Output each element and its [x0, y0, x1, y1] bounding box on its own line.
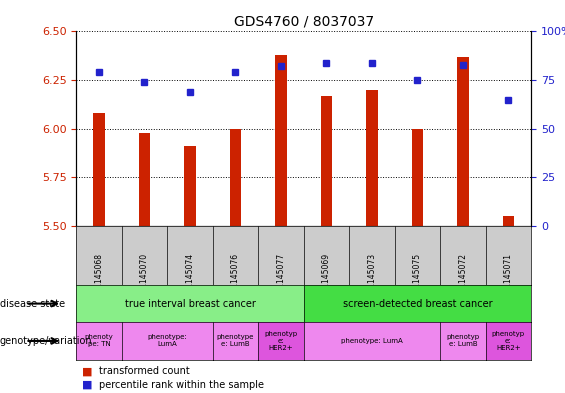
- Text: percentile rank within the sample: percentile rank within the sample: [99, 380, 264, 389]
- Text: GSM1145075: GSM1145075: [413, 252, 422, 304]
- Text: true interval breast cancer: true interval breast cancer: [124, 299, 255, 309]
- Bar: [503, 216, 514, 226]
- Text: transformed count: transformed count: [99, 366, 190, 376]
- Text: GSM1145071: GSM1145071: [504, 252, 513, 303]
- Text: screen-detected breast cancer: screen-detected breast cancer: [342, 299, 492, 309]
- Text: phenotyp
e:
HER2+: phenotyp e: HER2+: [492, 331, 525, 351]
- Text: GSM1145077: GSM1145077: [276, 252, 285, 304]
- Text: disease state: disease state: [0, 299, 65, 309]
- Text: GSM1145070: GSM1145070: [140, 252, 149, 304]
- Text: ■: ■: [82, 380, 93, 389]
- Bar: [412, 129, 423, 226]
- Text: genotype/variation: genotype/variation: [0, 336, 93, 346]
- Bar: [275, 55, 286, 226]
- Bar: [184, 146, 195, 226]
- Text: phenoty
pe: TN: phenoty pe: TN: [85, 334, 114, 347]
- Text: phenotype: LumA: phenotype: LumA: [341, 338, 403, 344]
- Text: phenotyp
e: LumB: phenotyp e: LumB: [446, 334, 480, 347]
- Text: ■: ■: [82, 366, 93, 376]
- Bar: [139, 132, 150, 226]
- Bar: [321, 95, 332, 226]
- Text: GSM1145073: GSM1145073: [367, 252, 376, 304]
- Text: GSM1145074: GSM1145074: [185, 252, 194, 304]
- Text: phenotype
e: LumB: phenotype e: LumB: [217, 334, 254, 347]
- Bar: [457, 57, 468, 226]
- Title: GDS4760 / 8037037: GDS4760 / 8037037: [233, 15, 374, 29]
- Bar: [366, 90, 377, 226]
- Text: GSM1145072: GSM1145072: [458, 252, 467, 303]
- Bar: [230, 129, 241, 226]
- Text: phenotyp
e:
HER2+: phenotyp e: HER2+: [264, 331, 298, 351]
- Text: GSM1145069: GSM1145069: [322, 252, 331, 304]
- Text: phenotype:
LumA: phenotype: LumA: [147, 334, 187, 347]
- Text: GSM1145076: GSM1145076: [231, 252, 240, 304]
- Text: GSM1145068: GSM1145068: [94, 252, 103, 303]
- Bar: [93, 113, 105, 226]
